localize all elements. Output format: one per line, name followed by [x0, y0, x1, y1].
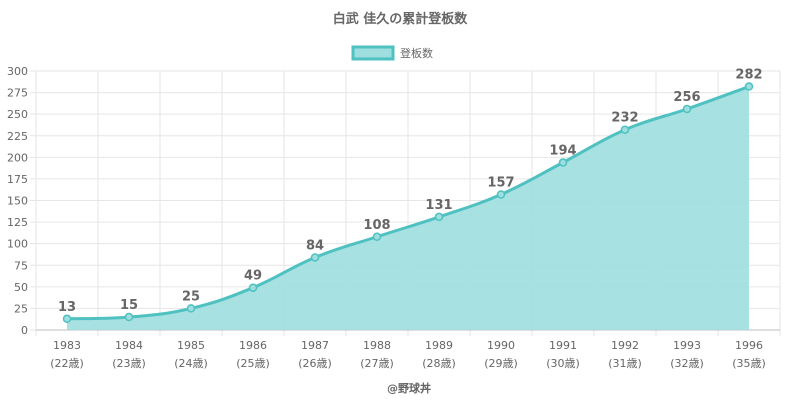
data-point	[372, 232, 382, 242]
data-label: 13	[58, 300, 76, 315]
data-label: 15	[120, 298, 138, 313]
data-point	[682, 104, 692, 114]
x-tick-sublabel: (31歳)	[608, 357, 642, 370]
data-point	[186, 304, 196, 313]
y-axis: 0 25 50 75 100 125 150 175 200 225 250 275 300	[7, 65, 28, 337]
y-tick-label: 100	[7, 238, 28, 251]
data-point	[124, 312, 134, 322]
data-point	[62, 314, 72, 324]
x-tick-label: 1996	[735, 339, 763, 352]
data-label: 282	[735, 68, 762, 83]
chart-title: 白武 佳久の累計登板数	[333, 11, 469, 27]
data-label: 157	[487, 175, 514, 190]
x-tick-sublabel: (35歳)	[732, 357, 766, 370]
data-point	[496, 190, 506, 199]
x-tick-sublabel: (29歳)	[484, 357, 518, 370]
x-tick-sublabel: (23歳)	[112, 357, 146, 370]
legend-label: 登板数	[400, 46, 433, 60]
x-tick-sublabel: (32歳)	[670, 357, 704, 370]
data-label: 25	[182, 289, 200, 304]
credit-text: @野球丼	[387, 381, 431, 395]
x-tick-label: 1983	[53, 339, 81, 352]
x-tick-sublabel: (28歳)	[422, 357, 456, 370]
x-tick-label: 1988	[363, 339, 391, 352]
x-tick-sublabel: (26歳)	[298, 357, 332, 370]
data-point	[248, 283, 258, 292]
x-tick-label: 1991	[549, 339, 577, 352]
y-tick-label: 50	[14, 281, 28, 294]
x-tick-sublabel: (30歳)	[546, 357, 580, 370]
x-tick-label: 1984	[115, 339, 143, 352]
data-point	[310, 253, 320, 262]
x-tick-sublabel: (22歳)	[50, 357, 84, 370]
y-tick-label: 300	[7, 65, 28, 78]
y-tick-label: 275	[7, 87, 28, 100]
y-tick-label: 25	[14, 302, 28, 315]
y-tick-label: 200	[7, 151, 28, 164]
data-point	[744, 82, 754, 91]
data-label: 84	[306, 238, 324, 253]
y-tick-label: 225	[7, 130, 28, 143]
series-layer	[62, 82, 754, 330]
x-tick-label: 1989	[425, 339, 453, 352]
legend: 登板数	[351, 45, 433, 61]
legend-swatch	[351, 45, 395, 61]
y-tick-label: 75	[14, 259, 28, 272]
y-tick-label: 175	[7, 173, 28, 186]
y-tick-label: 250	[7, 108, 28, 121]
data-label: 108	[363, 218, 390, 233]
x-tick-label: 1990	[487, 339, 515, 352]
x-tick-label: 1985	[177, 339, 205, 352]
x-tick-label: 1992	[611, 339, 639, 352]
y-tick-label: 0	[21, 324, 28, 337]
x-tick-sublabel: (25歳)	[236, 357, 270, 370]
x-tick-label: 1987	[301, 339, 329, 352]
data-label: 194	[549, 144, 576, 159]
y-tick-label: 150	[7, 195, 28, 208]
data-label: 49	[244, 269, 262, 284]
y-tick-label: 125	[7, 216, 28, 229]
data-label: 256	[673, 90, 700, 105]
data-labels: 13 15 25 49 84 108 131 157 194 232 256 282	[58, 68, 763, 315]
data-point	[434, 212, 444, 222]
series-area-fill	[67, 86, 749, 330]
data-label: 232	[611, 111, 638, 126]
x-tick-label: 1993	[673, 339, 701, 352]
x-tick-sublabel: (24歳)	[174, 357, 208, 370]
data-point	[558, 158, 568, 167]
data-point	[620, 125, 630, 134]
data-label: 131	[425, 198, 452, 213]
x-tick-sublabel: (27歳)	[360, 357, 394, 370]
x-tick-label: 1986	[239, 339, 267, 352]
